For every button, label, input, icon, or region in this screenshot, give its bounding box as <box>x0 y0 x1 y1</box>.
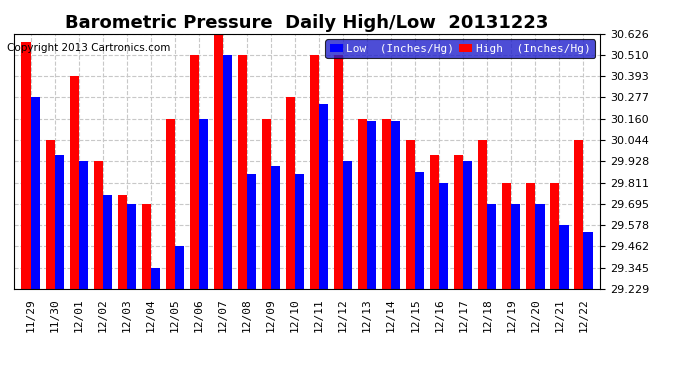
Legend: Low  (Inches/Hg), High  (Inches/Hg): Low (Inches/Hg), High (Inches/Hg) <box>325 39 595 58</box>
Bar <box>406 140 415 289</box>
Bar <box>151 268 160 289</box>
Bar <box>334 55 343 289</box>
Bar <box>551 183 560 289</box>
Bar <box>103 195 112 289</box>
Title: Barometric Pressure  Daily High/Low  20131223: Barometric Pressure Daily High/Low 20131… <box>66 14 549 32</box>
Bar <box>141 204 151 289</box>
Bar <box>343 161 352 289</box>
Bar <box>46 140 55 289</box>
Bar <box>487 204 497 289</box>
Text: Copyright 2013 Cartronics.com: Copyright 2013 Cartronics.com <box>7 43 170 52</box>
Bar <box>454 155 463 289</box>
Bar <box>166 119 175 289</box>
Bar <box>262 119 271 289</box>
Bar <box>295 174 304 289</box>
Bar <box>214 34 223 289</box>
Bar <box>367 121 376 289</box>
Bar <box>584 232 593 289</box>
Bar <box>175 246 184 289</box>
Bar <box>117 195 127 289</box>
Bar <box>94 161 103 289</box>
Bar <box>199 119 208 289</box>
Bar <box>286 98 295 289</box>
Bar <box>574 140 584 289</box>
Bar <box>358 119 367 289</box>
Bar <box>463 161 473 289</box>
Bar <box>21 42 30 289</box>
Bar <box>560 225 569 289</box>
Bar <box>319 104 328 289</box>
Bar <box>502 183 511 289</box>
Bar <box>247 174 256 289</box>
Bar <box>30 98 40 289</box>
Bar <box>440 183 449 289</box>
Bar <box>55 155 63 289</box>
Bar <box>127 204 136 289</box>
Bar <box>535 204 544 289</box>
Bar <box>238 55 247 289</box>
Bar <box>415 172 424 289</box>
Bar <box>79 161 88 289</box>
Bar <box>310 55 319 289</box>
Bar <box>391 121 400 289</box>
Bar <box>511 204 520 289</box>
Bar <box>478 140 487 289</box>
Bar <box>70 76 79 289</box>
Bar <box>223 55 232 289</box>
Bar <box>526 183 535 289</box>
Bar <box>382 119 391 289</box>
Bar <box>271 166 280 289</box>
Bar <box>430 155 440 289</box>
Bar <box>190 55 199 289</box>
